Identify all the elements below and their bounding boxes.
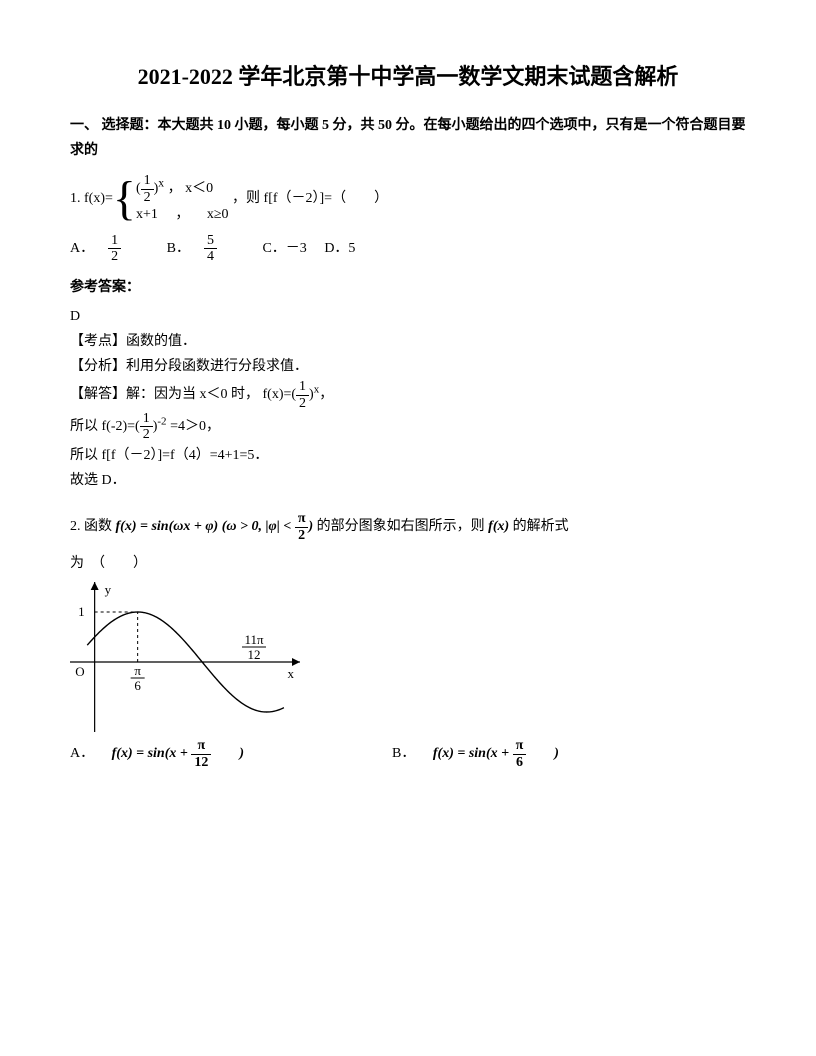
q2-graph: 1 Oy x π6 11π12	[70, 582, 300, 732]
svg-text:11π: 11π	[244, 632, 264, 647]
svg-text:y: y	[105, 582, 112, 597]
q1-jieda-line1: 【解答】解：因为当 x＜0 时， f(x)=(12)x ，	[70, 379, 746, 411]
question-1: 1. f(x)= { (12)x ， x＜0 x+1 ， x≥0 ，则 f[f（…	[70, 173, 746, 224]
q1-kaodian: 【考点】函数的值．	[70, 329, 746, 354]
brace-icon: {	[113, 175, 136, 223]
svg-text:π: π	[134, 663, 141, 678]
q2-mid: 的部分图象如右图所示，则	[317, 519, 485, 534]
q1-opt-c: C．－3	[262, 241, 306, 256]
question-2: 2. 函数 f(x) = sin(ωx + φ) (ω > 0, |φ| < π…	[70, 511, 746, 543]
q2-options: A． f(x) = sin(x + π12) B． f(x) = sin(x +…	[70, 738, 746, 770]
q2-opt-a: A． f(x) = sin(x + π12)	[70, 738, 258, 770]
q1-jieda-f1: f(x)=(12)x	[263, 379, 320, 411]
q1-options: A．12 B．54 C．－3 D．5	[70, 233, 746, 265]
q2-fx: f(x)	[488, 519, 509, 534]
q1-fx-prefix: f(x)=	[84, 186, 113, 211]
q1-case2: x+1 ， x≥0	[136, 205, 229, 225]
q1-jieda-line2: 所以 f(-2)=(12)-2 =4＞0 ，	[70, 411, 746, 443]
svg-text:x: x	[288, 666, 295, 681]
q1-jieda-f2: f(-2)=(12)-2 =4＞0	[102, 411, 206, 443]
q1-fenxi: 【分析】利用分段函数进行分段求值．	[70, 354, 746, 379]
q1-opt-d: D．5	[324, 241, 355, 256]
q1-answer: D	[70, 304, 746, 329]
q1-number: 1.	[70, 191, 81, 206]
q2-wei: 为 （ ）	[70, 551, 746, 576]
answer-label: 参考答案：	[70, 275, 746, 300]
q2-func: f(x) = sin(ωx + φ) (ω > 0, |φ| < π2)	[116, 519, 317, 534]
q2-pre: 函数	[84, 519, 112, 534]
q1-jieda-line3: 所以 f[f（－2）]=f（4）=4+1=5．	[70, 443, 746, 468]
q2-tail: 的解析式	[513, 519, 569, 534]
svg-text:1: 1	[78, 604, 85, 619]
section-1-header: 一、 选择题：本大题共 10 小题，每小题 5 分，共 50 分。在每小题给出的…	[70, 113, 746, 163]
svg-text:6: 6	[134, 678, 141, 693]
svg-text:12: 12	[247, 647, 260, 662]
q2-opt-b: B． f(x) = sin(x + π6)	[392, 738, 573, 770]
q1-opt-b: B．54	[167, 241, 249, 256]
q1-opt-a: A．12	[70, 241, 153, 256]
q1-tail: ，则 f[f（－2）]=（ ）	[232, 191, 388, 206]
q1-case1: (12)x ， x＜0	[136, 173, 229, 205]
q2-number: 2.	[70, 519, 81, 534]
svg-text:O: O	[75, 664, 84, 679]
q1-jieda-line4: 故选 D．	[70, 468, 746, 493]
page-title: 2021-2022 学年北京第十中学高一数学文期末试题含解析	[70, 60, 746, 93]
